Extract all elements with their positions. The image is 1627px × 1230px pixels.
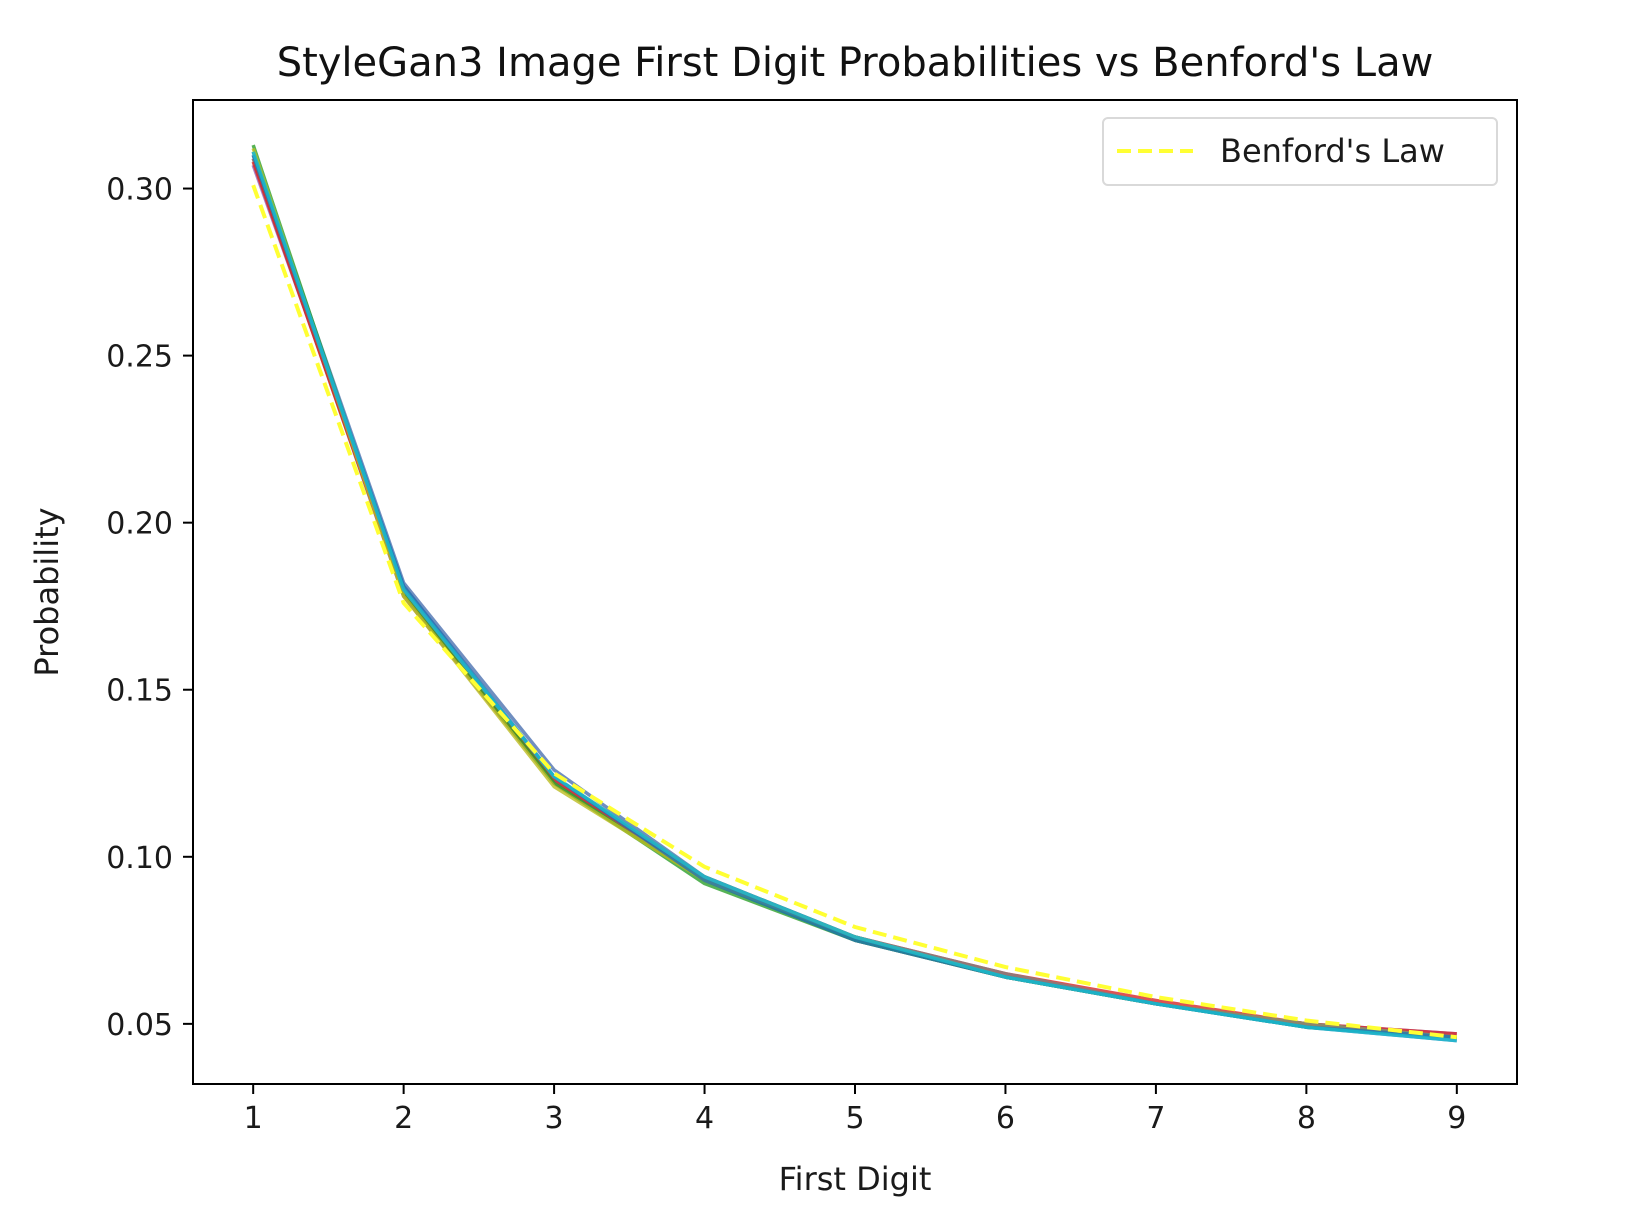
y-tick-label-2: 0.15 xyxy=(106,674,173,709)
x-tick-label-7: 7 xyxy=(1146,1101,1165,1136)
y-axis-ticks: 0.05 0.10 0.15 0.20 0.25 0.30 xyxy=(106,173,193,1043)
x-tick-label-1: 1 xyxy=(244,1101,263,1136)
x-tick-label-3: 3 xyxy=(545,1101,564,1136)
x-axis-label: First Digit xyxy=(779,1160,932,1198)
x-tick-label-9: 9 xyxy=(1447,1101,1466,1136)
x-tick-label-5: 5 xyxy=(845,1101,864,1136)
x-tick-label-2: 2 xyxy=(394,1101,413,1136)
y-tick-label-0: 0.05 xyxy=(106,1008,173,1043)
legend: Benford's Law xyxy=(1102,117,1498,186)
series-layer xyxy=(251,144,1458,1043)
y-tick-label-5: 0.30 xyxy=(106,173,173,208)
series-line-9 xyxy=(251,151,1457,1043)
series-line-benfords-law xyxy=(251,184,1458,1040)
y-tick-label-3: 0.20 xyxy=(106,507,173,542)
y-axis-label: Probability xyxy=(28,507,66,676)
chart-title: StyleGan3 Image First Digit Probabilitie… xyxy=(277,40,1434,86)
x-axis-ticks: 1 2 3 4 5 6 7 8 9 xyxy=(244,1084,1466,1136)
legend-box xyxy=(1102,117,1498,186)
y-tick-label-1: 0.10 xyxy=(106,841,173,876)
x-tick-label-4: 4 xyxy=(695,1101,714,1136)
y-tick-label-4: 0.25 xyxy=(106,340,173,375)
legend-label-benfords-law: Benford's Law xyxy=(1220,132,1445,170)
x-tick-label-6: 6 xyxy=(996,1101,1015,1136)
x-tick-label-8: 8 xyxy=(1297,1101,1316,1136)
